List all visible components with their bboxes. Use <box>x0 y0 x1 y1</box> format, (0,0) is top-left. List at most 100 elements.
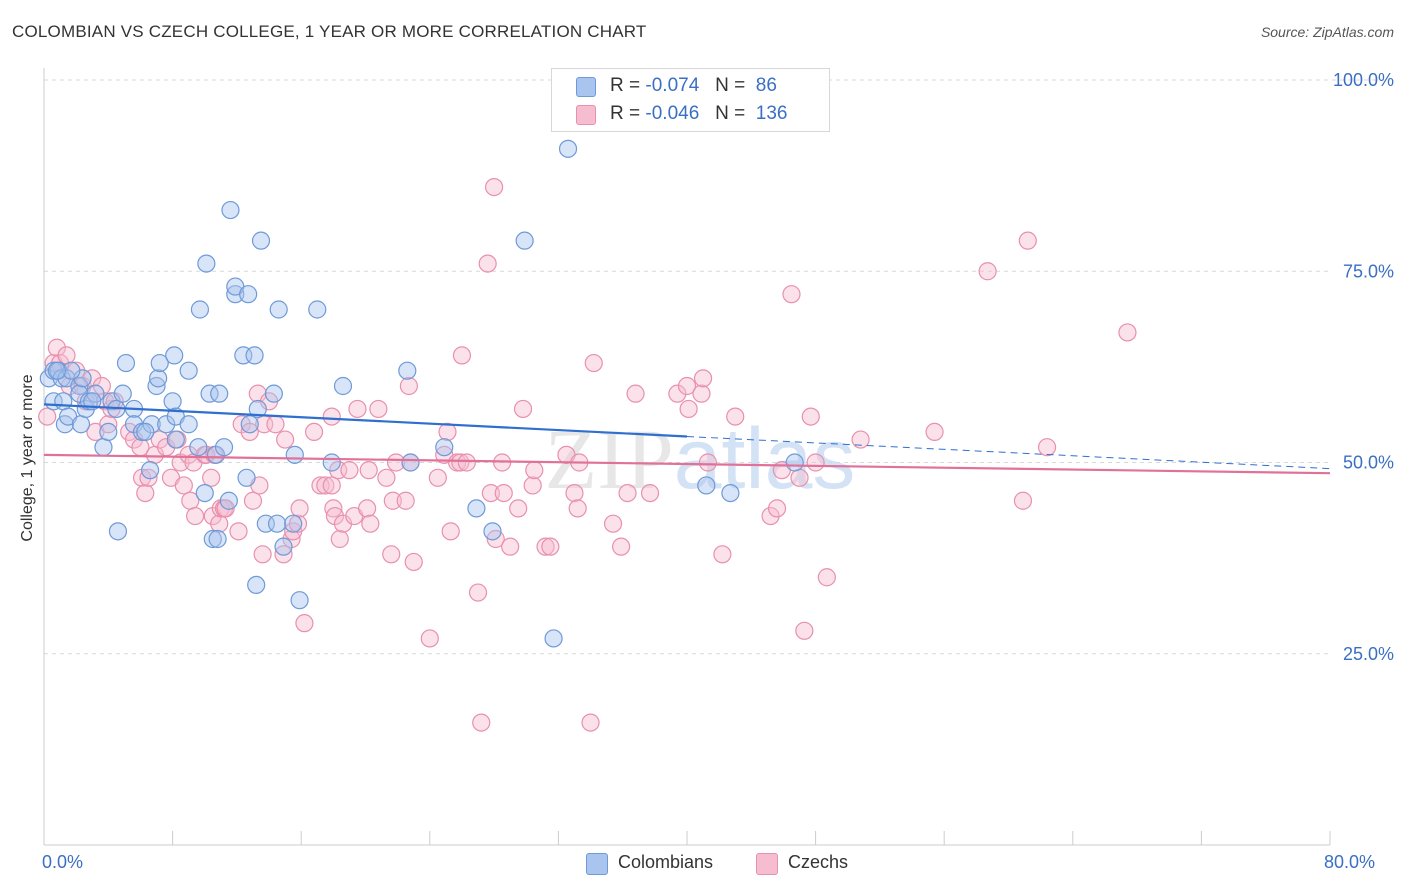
czechs-point <box>396 491 415 510</box>
colombians-point <box>401 453 420 472</box>
czechs-point <box>1118 323 1137 342</box>
czechs-point <box>266 415 285 434</box>
czechs-point <box>603 514 623 533</box>
czechs-point <box>584 353 603 373</box>
legend-stats-czechs: R = -0.046 N = 136 <box>610 103 788 124</box>
colombians-point <box>163 392 182 411</box>
czechs-point <box>47 338 66 357</box>
czechs-point <box>404 552 423 572</box>
czechs-point <box>386 453 406 472</box>
colombians-point <box>149 369 168 388</box>
colombians-point <box>214 438 234 457</box>
czechs-point <box>253 545 272 564</box>
x-tick-label-min: 0.0% <box>42 852 84 872</box>
czechs-point <box>1037 438 1057 457</box>
czechs-point <box>481 484 500 503</box>
czechs-legend-swatch <box>756 853 778 875</box>
colombians-point <box>190 300 210 319</box>
colombians-point <box>94 438 113 457</box>
colombians-point <box>322 453 341 472</box>
czechs-point <box>229 522 248 541</box>
czechs-point <box>382 545 401 564</box>
czechs-swatch <box>576 105 596 125</box>
czechs-point <box>1018 231 1037 250</box>
colombians-point <box>285 445 304 464</box>
czechs-point <box>468 583 488 602</box>
czechs-point <box>581 713 600 732</box>
czechs-point <box>276 430 295 449</box>
czechs-point <box>451 453 470 472</box>
colombians-point <box>200 384 219 403</box>
colombians-point <box>197 254 216 273</box>
czechs-point <box>322 407 341 426</box>
czechs-point <box>611 537 631 556</box>
czechs-point <box>782 285 801 304</box>
czechs-trend-line <box>43 453 1331 475</box>
czechs-point <box>304 422 324 441</box>
czechs-point <box>640 484 660 503</box>
czechs-point <box>1013 491 1033 510</box>
colombians-point <box>467 499 486 518</box>
czechs-point <box>494 484 513 503</box>
x-tick-label-max: 80.0% <box>1324 852 1376 872</box>
colombians-point <box>333 376 353 396</box>
colombians-point <box>147 376 166 396</box>
trend-lines <box>43 403 1331 475</box>
y-tick-label-100: 100.0% <box>1333 70 1394 90</box>
czechs-point <box>383 491 402 510</box>
czechs-point <box>679 399 698 419</box>
colombians-point <box>544 629 563 648</box>
colombians-point <box>290 591 309 610</box>
colombians-point <box>179 361 198 380</box>
legend-label-colombians: Colombians <box>618 852 714 872</box>
colombians-point <box>274 537 293 556</box>
stats-legend: R = -0.074 N = 86 R = -0.046 N = 136 <box>551 68 830 132</box>
colombians-legend-swatch <box>586 853 608 875</box>
colombians-point <box>245 346 264 365</box>
czechs-point <box>478 254 497 273</box>
czechs-point <box>795 621 814 640</box>
czechs-point <box>523 476 542 495</box>
czechs-point <box>186 506 205 526</box>
colombians-point <box>267 514 287 533</box>
colombians-point <box>308 300 327 319</box>
czechs-point <box>174 476 193 495</box>
colombians-points <box>39 139 804 648</box>
czechs-point <box>726 407 745 426</box>
colombians-trend-line <box>43 403 688 438</box>
y-tick-label-75: 75.0% <box>1343 261 1394 281</box>
colombians-point <box>179 415 198 434</box>
czechs-point <box>501 537 520 556</box>
czechs-point <box>340 461 359 480</box>
czechs-point <box>713 545 732 564</box>
watermark-atlas: atlas <box>674 411 856 507</box>
colombians-point <box>203 529 222 549</box>
czechs-point <box>438 422 457 441</box>
colombians-point <box>166 430 185 449</box>
series-legend: Colombians Czechs <box>0 852 1406 878</box>
czechs-point <box>541 537 560 556</box>
colombians-point <box>157 415 176 434</box>
czechs-point <box>513 399 533 419</box>
colombians-point <box>150 353 169 373</box>
czechs-point <box>139 468 158 487</box>
czechs-point <box>361 514 380 533</box>
colombians-point <box>240 415 259 434</box>
colombians-point <box>221 200 240 220</box>
colombians-point <box>140 461 160 480</box>
colombians-point <box>113 384 132 403</box>
colombians-point <box>226 285 245 304</box>
czechs-point <box>330 529 349 549</box>
colombians-point <box>248 399 267 419</box>
czechs-point <box>801 407 820 426</box>
czechs-point <box>693 369 713 388</box>
axes <box>43 68 1331 846</box>
czechs-point <box>377 468 396 487</box>
colombians-point <box>47 361 66 380</box>
czechs-point <box>626 384 645 403</box>
colombians-point <box>264 384 283 403</box>
colombians-point <box>189 438 208 457</box>
colombians-point <box>398 361 417 380</box>
czechs-point <box>692 384 711 403</box>
colombians-point <box>62 361 81 380</box>
